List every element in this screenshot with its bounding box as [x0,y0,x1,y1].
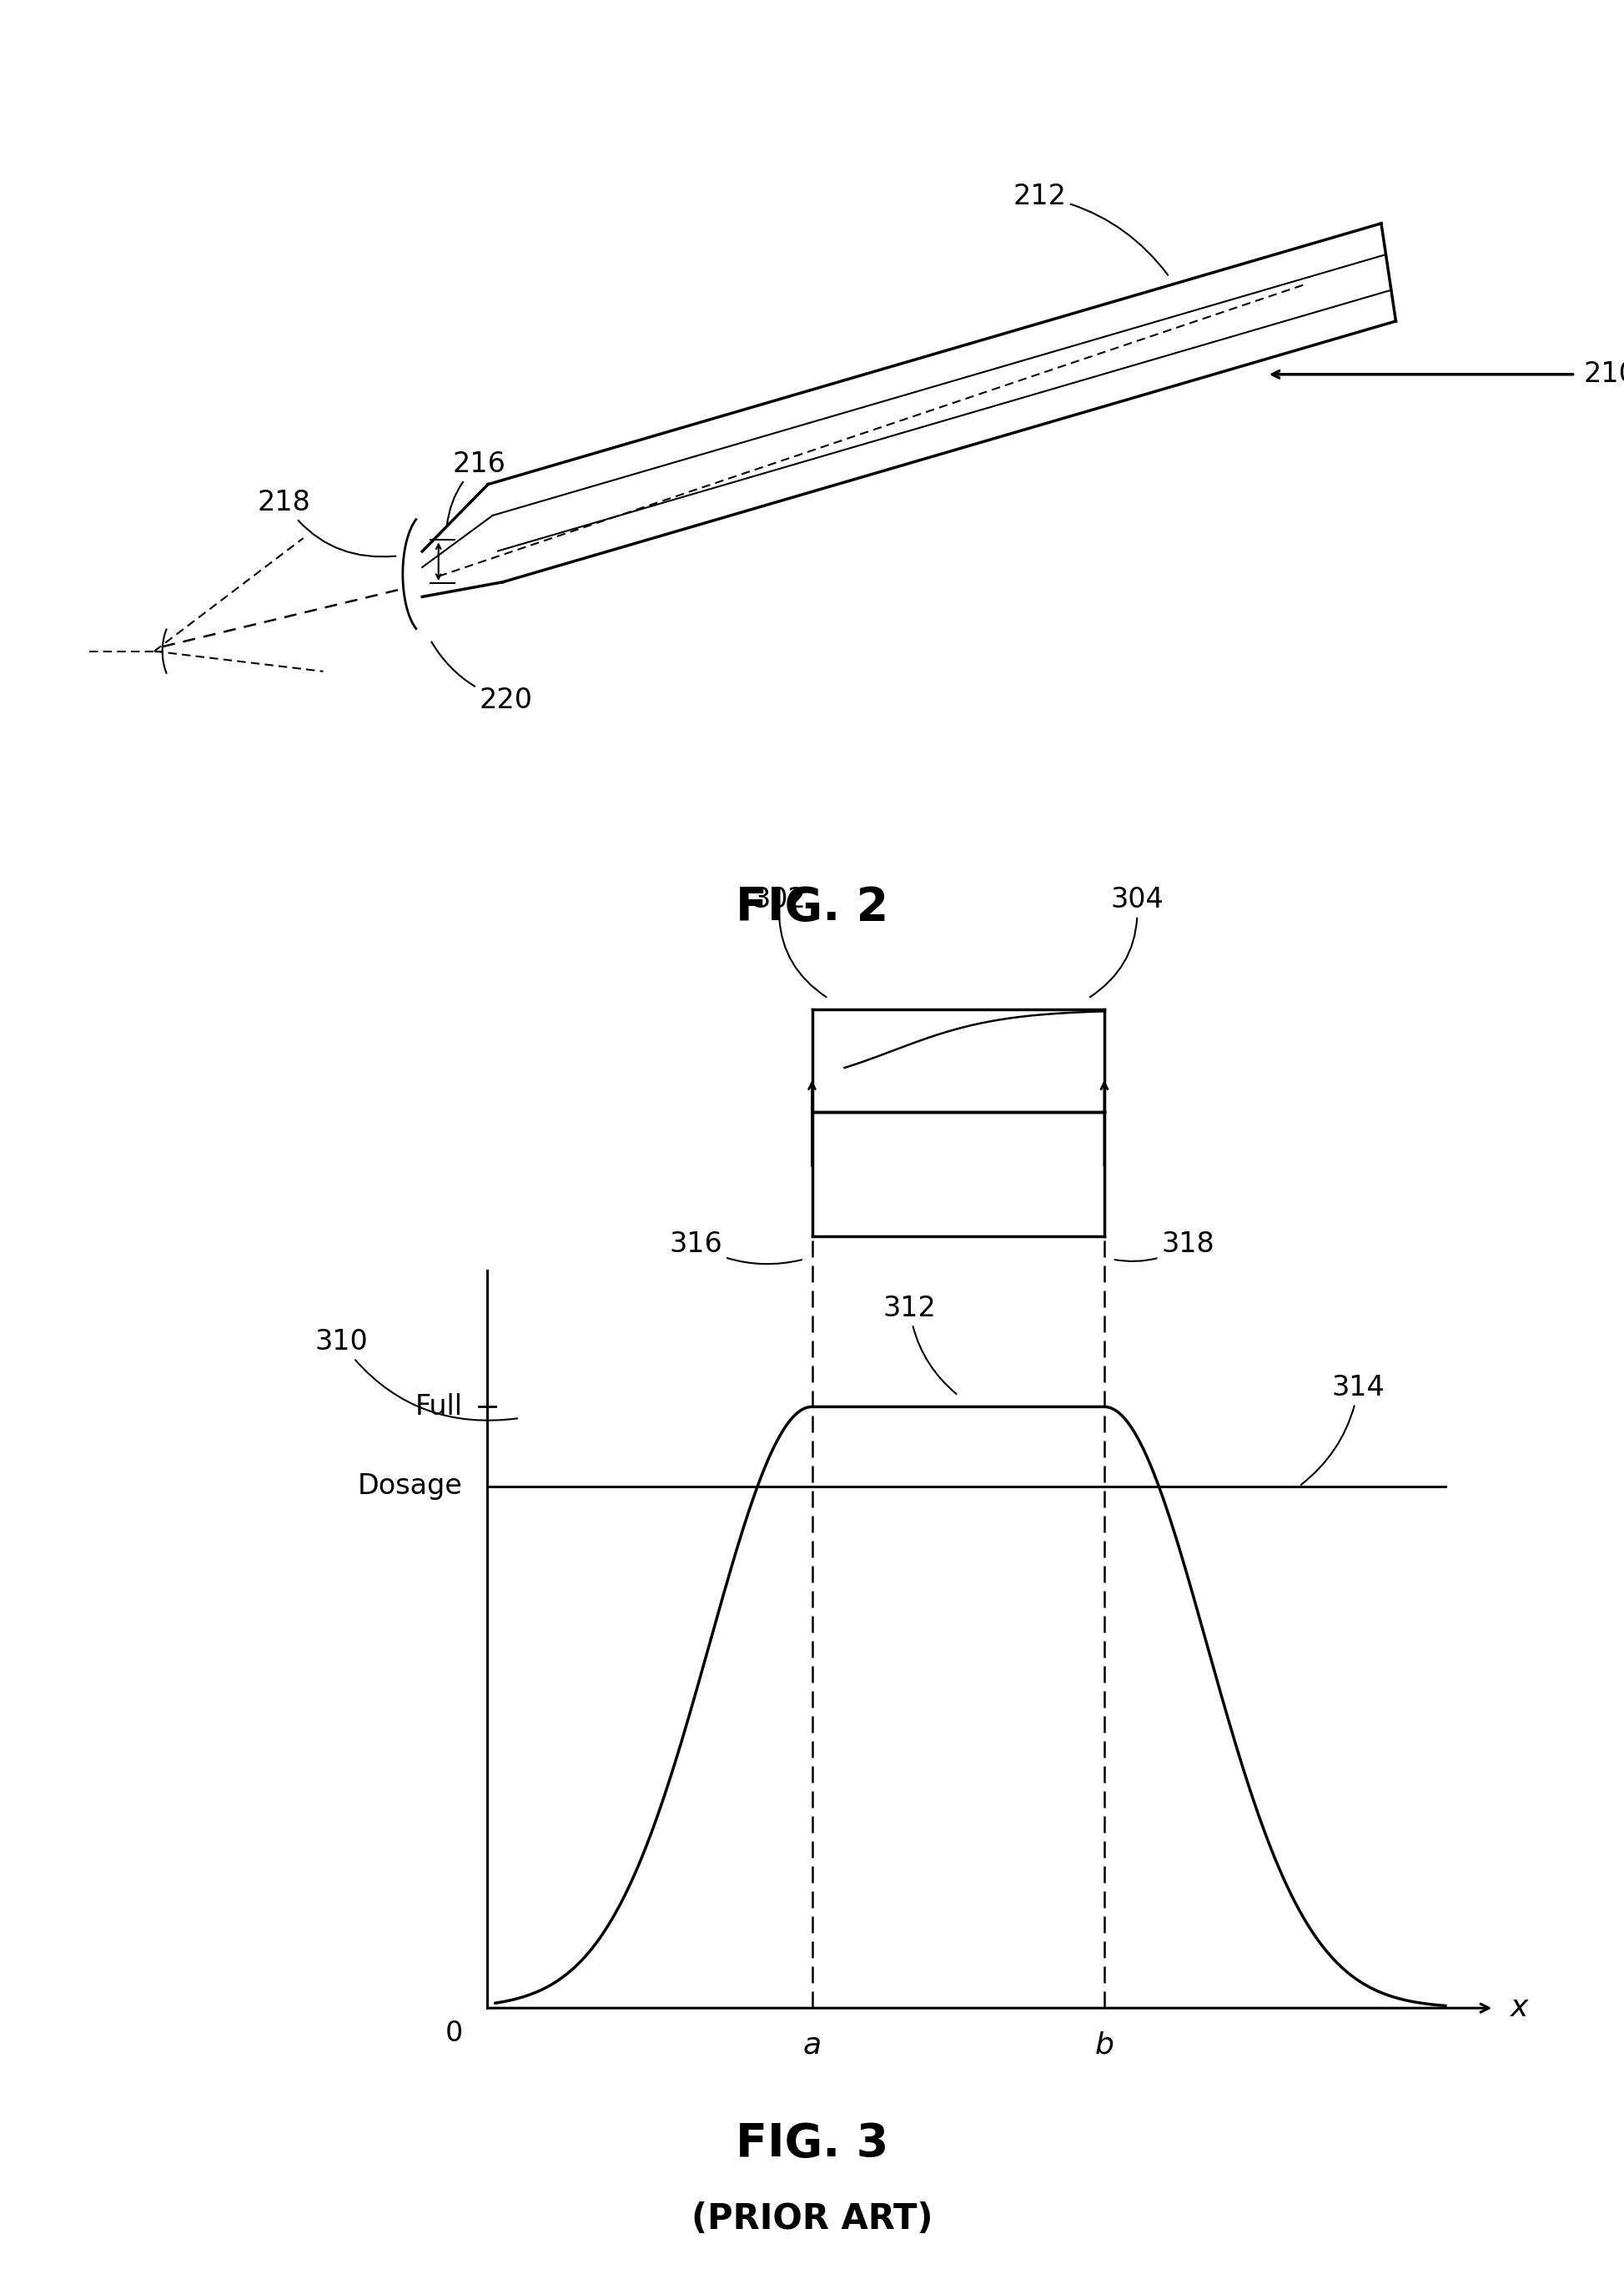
Text: 314: 314 [1301,1373,1385,1484]
Text: 316: 316 [669,1230,802,1264]
Text: 218: 218 [258,488,396,556]
Text: 318: 318 [1114,1230,1215,1262]
Text: 216: 216 [447,449,505,526]
Text: 312: 312 [883,1293,957,1393]
Text: 220: 220 [432,642,533,715]
Text: 212: 212 [1013,182,1168,275]
Text: 310: 310 [315,1327,518,1420]
Polygon shape [812,1112,1104,1237]
Text: b: b [1095,2031,1114,2060]
Polygon shape [487,222,1397,583]
Text: FIG. 3: FIG. 3 [736,2122,888,2167]
Polygon shape [812,1010,1104,1112]
Text: (PRIOR ART): (PRIOR ART) [692,2201,932,2237]
Text: Full: Full [416,1393,463,1420]
Text: Dosage: Dosage [357,1473,463,1500]
Text: 0: 0 [445,2019,463,2047]
Text: 304: 304 [1090,885,1163,996]
Text: 302: 302 [754,885,827,996]
Text: a: a [802,2031,822,2060]
Text: FIG. 2: FIG. 2 [736,885,888,930]
Text: x: x [1510,1994,1528,2022]
Text: 210: 210 [1583,361,1624,388]
